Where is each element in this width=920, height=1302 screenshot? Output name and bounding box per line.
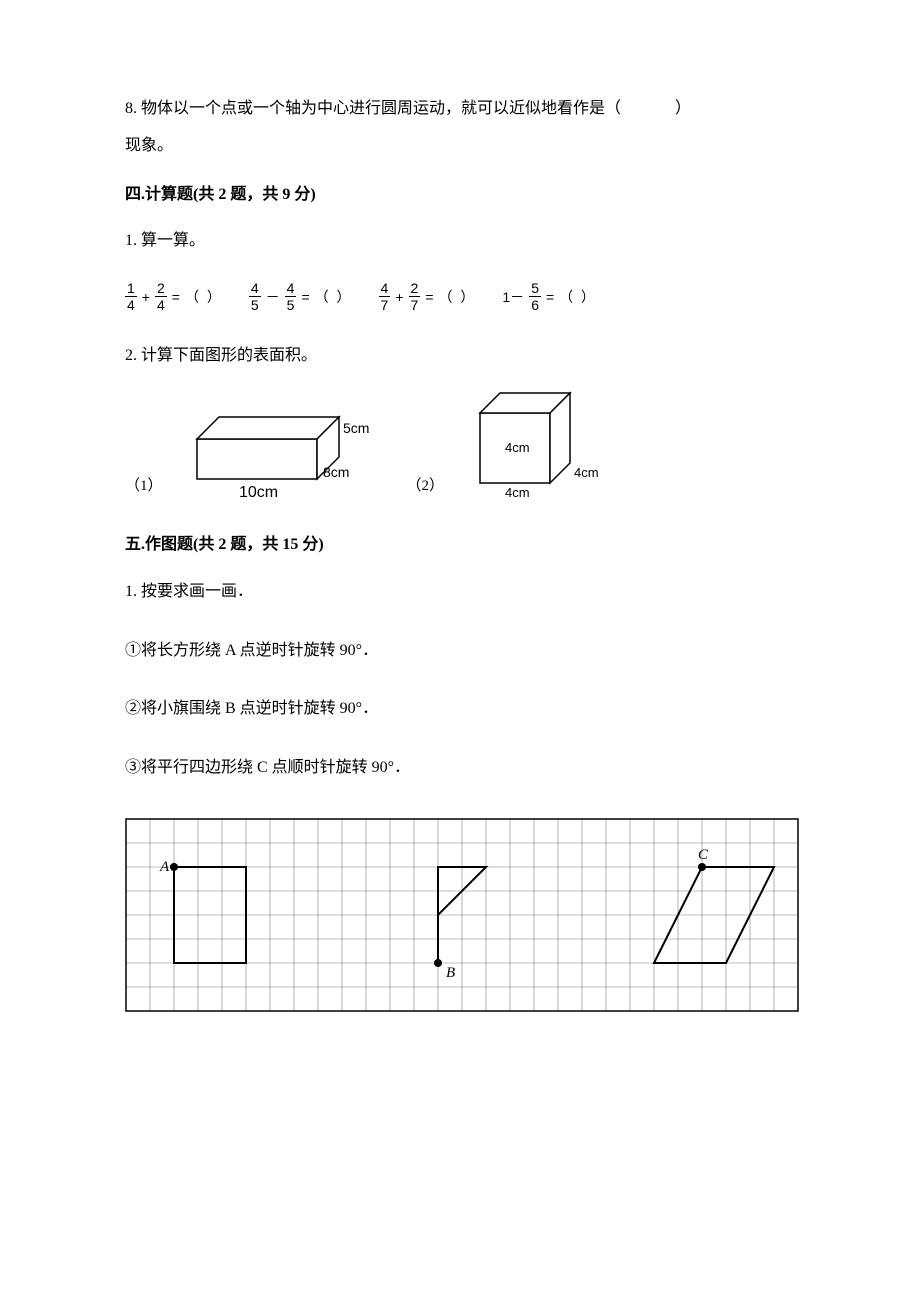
q8-num: 8. xyxy=(125,100,137,117)
svg-text:4cm: 4cm xyxy=(574,465,599,480)
section-5-sub1: ①将长方形绕 A 点逆时针旋转 90°． xyxy=(125,637,795,666)
svg-text:B: B xyxy=(446,965,455,981)
fraction-icon: 2 7 xyxy=(409,281,421,312)
section-5-heading: 五.作图题(共 2 题，共 15 分) xyxy=(125,531,795,560)
svg-text:8cm: 8cm xyxy=(323,464,349,480)
q8-line2: 现象。 xyxy=(125,132,795,161)
fraction-icon: 4 7 xyxy=(379,281,391,312)
section-5-q1: 1. 按要求画一画． xyxy=(125,578,795,607)
equation-4: 1－ 5 6 = （ ） xyxy=(502,281,597,312)
answer-blank: （ ） xyxy=(559,287,597,307)
s5-q1-num: 1. xyxy=(125,583,137,600)
q2-num: 2. xyxy=(125,347,137,364)
cube-diagram: 4cm 4cm 4cm xyxy=(468,391,608,501)
fraction-icon: 5 6 xyxy=(529,281,541,312)
fraction-icon: 2 4 xyxy=(155,281,167,312)
figures-row: （1） 5cm 8cm 10cm （2） 4cm 4cm 4cm xyxy=(125,391,795,501)
section-5-sub3: ③将平行四边形绕 C 点顺时针旋转 90°． xyxy=(125,754,795,783)
fig2-label: （2） xyxy=(407,474,445,501)
q8-text-a: 物体以一个点或一个轴为中心进行圆周运动，就可以近似地看作是（ xyxy=(141,100,621,117)
q1-text: 算一算。 xyxy=(141,232,205,249)
equation-1: 1 4 + 2 4 = （ ） xyxy=(125,281,223,312)
svg-text:10cm: 10cm xyxy=(239,484,278,501)
grid-diagram: A B C xyxy=(125,818,799,1012)
section-5-sub2: ②将小旗围绕 B 点逆时针旋转 90°． xyxy=(125,695,795,724)
cuboid-diagram: 5cm 8cm 10cm xyxy=(187,401,387,501)
answer-blank: （ ） xyxy=(439,287,477,307)
q8-text-b: ） xyxy=(675,100,691,117)
section-4-q1: 1. 算一算。 xyxy=(125,227,795,256)
svg-text:A: A xyxy=(159,859,170,875)
grid-figure-wrap: A B C xyxy=(125,818,795,1017)
fraction-icon: 4 5 xyxy=(285,281,297,312)
svg-text:5cm: 5cm xyxy=(343,420,369,436)
q2-text: 计算下面图形的表面积。 xyxy=(141,347,317,364)
section-4-heading: 四.计算题(共 2 题，共 9 分) xyxy=(125,181,795,210)
svg-text:C: C xyxy=(698,847,709,863)
equation-2: 4 5 － 4 5 = （ ） xyxy=(249,281,353,312)
svg-text:4cm: 4cm xyxy=(505,485,530,500)
s5-q1-text: 按要求画一画． xyxy=(141,583,253,600)
page-content: 8. 物体以一个点或一个轴为中心进行圆周运动，就可以近似地看作是（ ） 现象。 … xyxy=(0,0,920,1077)
q1-num: 1. xyxy=(125,232,137,249)
answer-blank: （ ） xyxy=(185,287,223,307)
section-4-q2: 2. 计算下面图形的表面积。 xyxy=(125,342,795,371)
equation-3: 4 7 + 2 7 = （ ） xyxy=(379,281,477,312)
fraction-icon: 4 5 xyxy=(249,281,261,312)
fig1-label: （1） xyxy=(125,474,163,501)
svg-text:4cm: 4cm xyxy=(505,440,530,455)
fraction-icon: 1 4 xyxy=(125,281,137,312)
equation-row: 1 4 + 2 4 = （ ） 4 5 － 4 5 = （ ） xyxy=(125,281,795,312)
answer-blank: （ ） xyxy=(315,287,353,307)
question-8: 8. 物体以一个点或一个轴为中心进行圆周运动，就可以近似地看作是（ ） xyxy=(125,95,795,124)
